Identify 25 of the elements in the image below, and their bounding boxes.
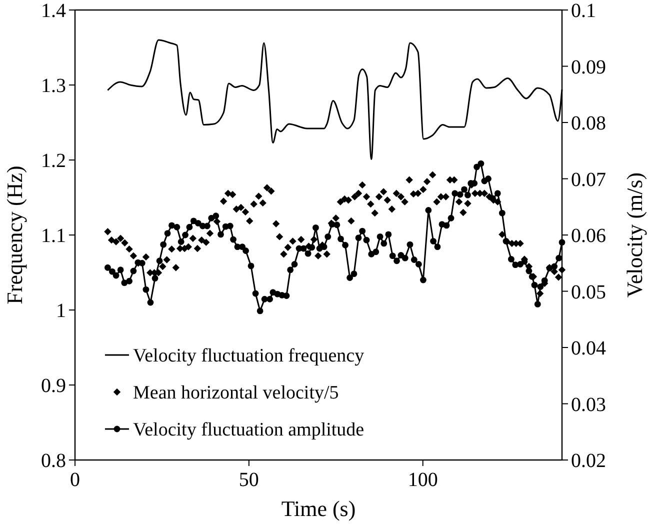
- legend-label: Velocity fluctuation frequency: [133, 346, 365, 367]
- x-tick-label: 0: [70, 469, 80, 491]
- legend-label: Velocity fluctuation amplitude: [133, 420, 364, 441]
- y-tick-label: 1.2: [41, 150, 66, 172]
- y2-tick-label: 0.09: [571, 56, 606, 78]
- x-tick-label: 50: [238, 469, 259, 491]
- y2-tick-label: 0.1: [571, 0, 596, 22]
- legend-label: Mean horizontal velocity/5: [133, 382, 339, 404]
- y2-axis-title: Velocity (m/s): [622, 172, 647, 298]
- y2-tick-label: 0.07: [571, 168, 606, 191]
- x-tick-label: 100: [408, 469, 438, 491]
- y-axis-title: Frequency (Hz): [2, 166, 27, 304]
- y2-tick-label: 0.02: [571, 450, 606, 472]
- y-tick-label: 1: [56, 300, 66, 322]
- y-tick-label: 1.3: [41, 75, 66, 97]
- y-tick-label: 1.4: [41, 0, 66, 22]
- y2-tick-label: 0.08: [571, 112, 606, 134]
- y-tick-label: 0.8: [41, 450, 66, 472]
- y-tick-label: 1.1: [41, 225, 66, 247]
- y-tick-label: 0.9: [41, 375, 66, 397]
- y2-tick-label: 0.03: [571, 394, 606, 416]
- y2-tick-label: 0.05: [571, 281, 606, 304]
- y2-tick-label: 0.06: [571, 225, 606, 247]
- y2-tick-label: 0.04: [571, 338, 606, 360]
- x-axis-title: Time (s): [281, 496, 356, 521]
